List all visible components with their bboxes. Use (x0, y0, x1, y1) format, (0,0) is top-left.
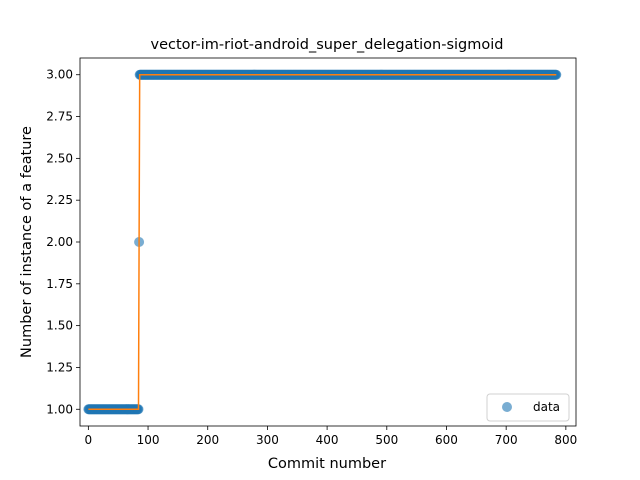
legend-marker-data (502, 402, 512, 412)
x-tick-label: 300 (256, 433, 279, 447)
plot-area (83, 69, 562, 415)
y-tick-label: 3.00 (46, 68, 73, 82)
y-axis-label: Number of instance of a feature (19, 126, 35, 358)
y-tick-label: 2.50 (46, 151, 73, 165)
y-tick-label: 1.00 (46, 402, 73, 416)
x-tick-label: 700 (495, 433, 518, 447)
x-tick-label: 200 (196, 433, 219, 447)
y-tick-label: 1.50 (46, 319, 73, 333)
y-tick-label: 2.00 (46, 235, 73, 249)
x-axis-label: Commit number (268, 456, 386, 472)
y-tick-label: 2.75 (46, 110, 73, 124)
legend-box (486, 393, 570, 422)
y-tick-label: 2.25 (46, 193, 73, 207)
fit-line (88, 73, 557, 411)
axes: 0 100 200 300 400 500 600 700 800 1.00 1.25 1.50 1.7… (46, 57, 577, 447)
legend: data (486, 393, 570, 422)
x-tick-label: 800 (554, 433, 577, 447)
x-tick-label: 0 (85, 433, 93, 447)
x-tick-label: 600 (435, 433, 458, 447)
y-tick-label: 1.75 (46, 277, 73, 291)
x-tick-label: 100 (137, 433, 160, 447)
y-tick-label: 1.25 (46, 360, 73, 374)
x-tick-label: 500 (375, 433, 398, 447)
chart-title: vector-im-riot-android_super_delegation-… (150, 37, 503, 53)
x-tick-label: 400 (316, 433, 339, 447)
legend-label-data: data (533, 400, 560, 414)
